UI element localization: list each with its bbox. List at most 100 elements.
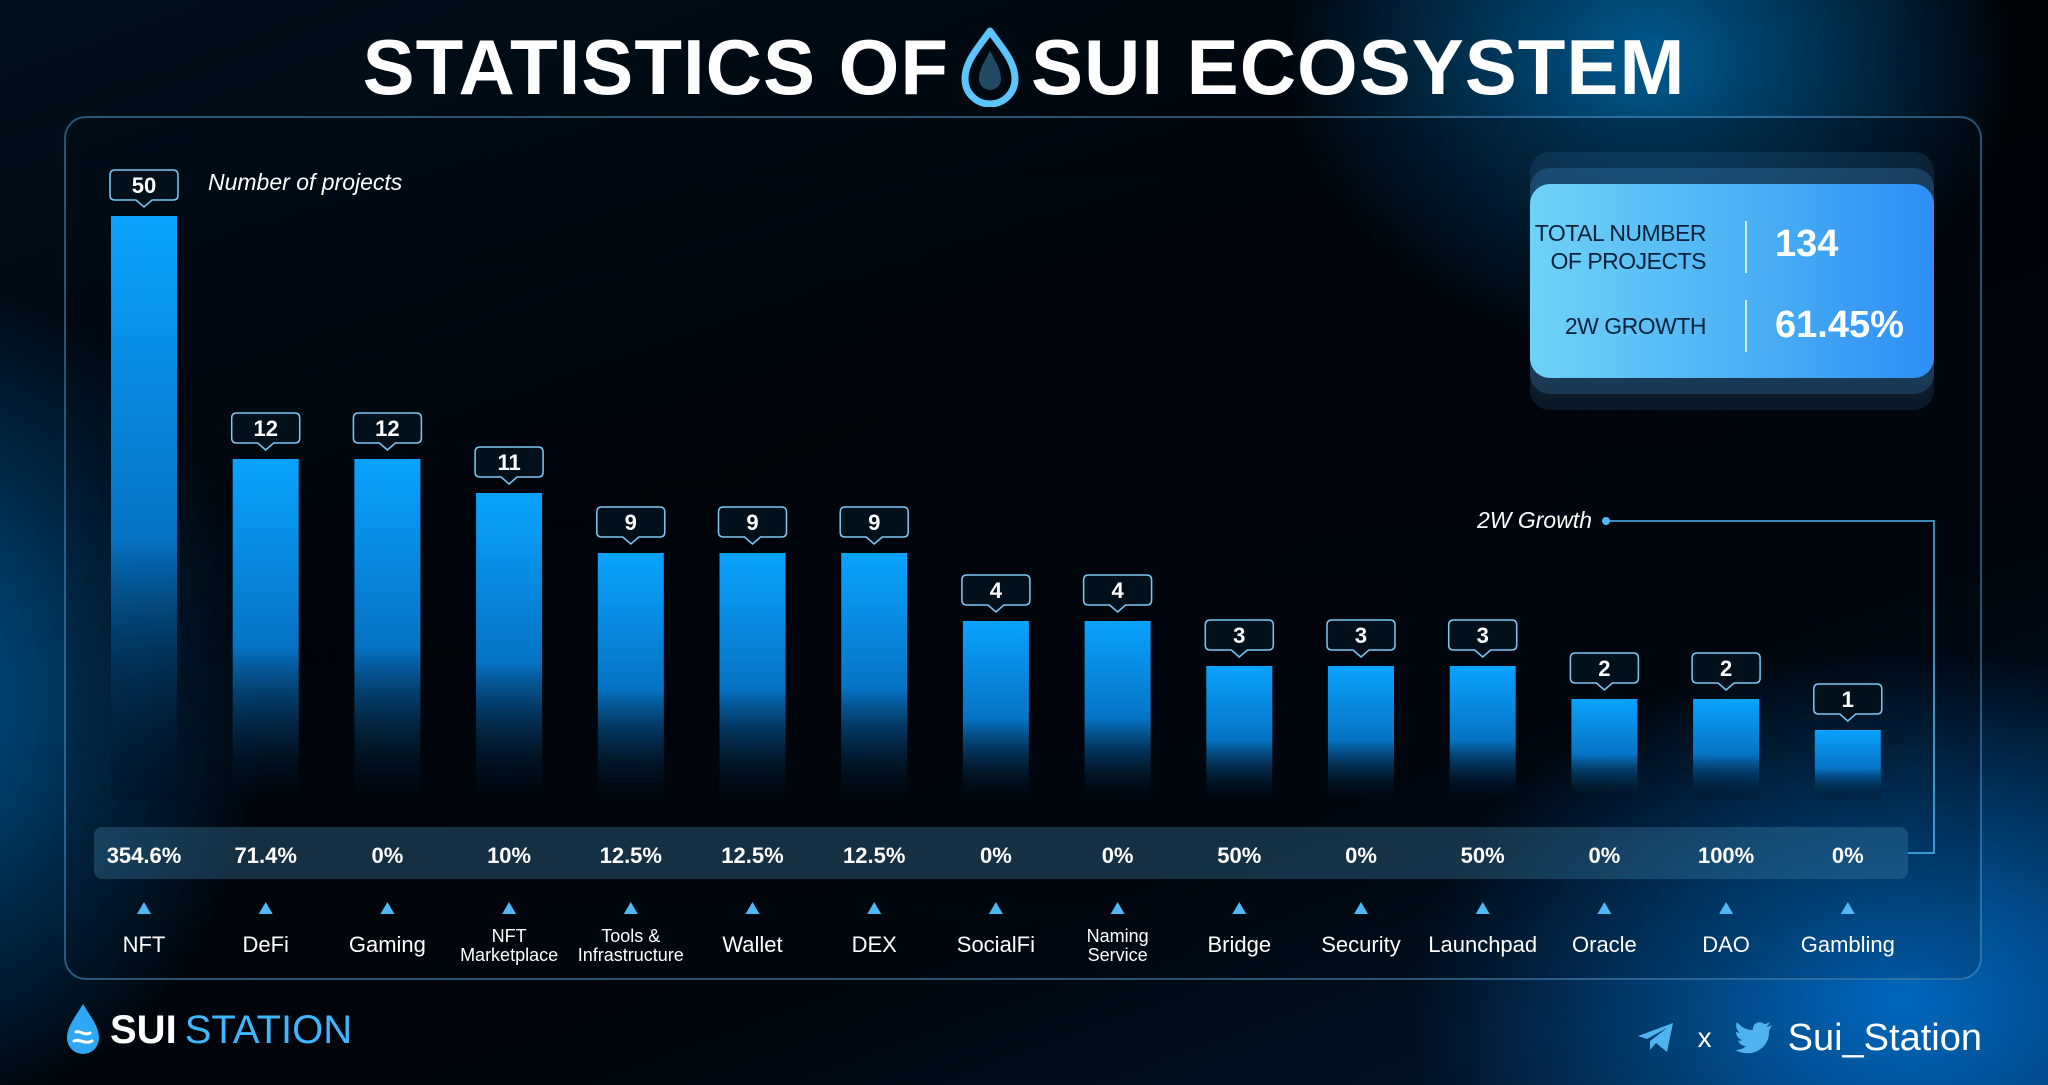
title-right: SUI ECOSYSTEM <box>1030 22 1686 111</box>
growth-up-icon <box>1232 902 1247 914</box>
value-label: 2 <box>1598 656 1610 681</box>
growth-callout-label: 2W Growth <box>1476 507 1592 533</box>
growth-value-label: 0% <box>1345 843 1377 868</box>
value-label: 3 <box>1233 623 1245 648</box>
social-handle: Sui_Station <box>1787 1016 1982 1059</box>
category-label: DAO <box>1702 932 1750 957</box>
growth-up-icon <box>258 902 273 914</box>
card-divider <box>1745 300 1747 352</box>
growth-value-label: 0% <box>372 843 404 868</box>
growth-up-icon <box>867 902 882 914</box>
growth-strip <box>94 827 1908 879</box>
sui-drop-icon <box>67 1004 99 1054</box>
bar <box>719 553 786 800</box>
bar <box>111 216 177 800</box>
twitter-icon <box>1734 1022 1772 1054</box>
value-label: 4 <box>1111 578 1124 603</box>
bar <box>232 459 299 800</box>
value-label-box <box>230 412 301 451</box>
growth-value-label: 50% <box>1461 843 1505 868</box>
bar <box>354 459 421 800</box>
total-label-line1: TOTAL NUMBER <box>1534 220 1707 246</box>
bar <box>841 553 908 800</box>
bar <box>476 493 543 800</box>
brand-bold: SUI <box>110 1007 177 1052</box>
value-label-box <box>961 574 1031 613</box>
value-label: 12 <box>253 416 277 441</box>
value-label-box <box>352 412 423 451</box>
value-label-box <box>717 506 788 545</box>
category-label: Oracle <box>1572 932 1637 957</box>
bar <box>1084 621 1151 800</box>
growth-callout-line <box>1610 520 1935 854</box>
value-label-box <box>1204 619 1275 658</box>
growth-up-icon <box>1840 902 1855 914</box>
value-label-box <box>1569 652 1640 691</box>
category-label: Marketplace <box>460 945 558 965</box>
total-projects-label: TOTAL NUMBER OF PROJECTS <box>1506 219 1707 275</box>
value-label-box <box>474 446 544 485</box>
bar <box>1206 666 1273 800</box>
value-label: 9 <box>868 510 880 535</box>
value-label: 2 <box>1720 656 1732 681</box>
value-label-box <box>839 506 909 545</box>
value-label-box <box>1082 574 1153 613</box>
value-label: 1 <box>1842 687 1854 712</box>
growth-up-icon <box>1110 902 1125 914</box>
value-label: 11 <box>497 450 520 475</box>
value-label: 50 <box>132 173 156 198</box>
bar <box>962 621 1029 800</box>
value-label-box <box>109 169 179 208</box>
category-label: Gaming <box>349 932 426 957</box>
social-separator: x <box>1697 1022 1712 1053</box>
category-label: DEX <box>852 932 898 957</box>
category-label: Bridge <box>1208 932 1272 957</box>
value-label-box <box>1813 683 1883 722</box>
growth-up-icon <box>137 902 151 914</box>
growth-value: 61.45% <box>1775 304 1904 346</box>
bar <box>597 553 664 800</box>
value-label-box <box>596 506 666 545</box>
category-label: NFT <box>492 926 527 946</box>
growth-value-label: 71.4% <box>235 843 297 868</box>
value-label: 4 <box>990 578 1003 603</box>
bar <box>1571 699 1638 800</box>
value-label-box <box>1447 619 1518 658</box>
growth-value-label: 0% <box>1102 843 1134 868</box>
value-label: 12 <box>375 416 399 441</box>
growth-up-icon <box>745 902 760 914</box>
telegram-icon <box>1637 1023 1673 1052</box>
growth-value-label: 354.6% <box>107 843 182 868</box>
growth-label: 2W GROWTH <box>1564 313 1707 339</box>
value-label: 9 <box>746 510 758 535</box>
growth-up-icon <box>623 902 638 914</box>
footer-social: x Sui_Station <box>1636 1008 1982 1068</box>
growth-callout-dot <box>1602 517 1610 525</box>
value-label: 3 <box>1477 623 1489 648</box>
footer-brand: SUI STATION <box>64 1000 352 1060</box>
growth-up-icon <box>1719 902 1734 914</box>
category-label: Tools & <box>601 926 660 946</box>
total-label-line2: OF PROJECTS <box>1550 248 1706 274</box>
growth-up-icon <box>502 902 517 914</box>
category-label: Service <box>1088 945 1148 965</box>
category-label: SocialFi <box>957 932 1035 957</box>
growth-value-label: 50% <box>1217 843 1261 868</box>
y-axis-label: Number of projects <box>208 169 403 195</box>
growth-value-label: 0% <box>980 843 1012 868</box>
category-label: NFT <box>123 932 166 957</box>
value-label: 9 <box>625 510 637 535</box>
growth-up-icon <box>1475 902 1490 914</box>
category-label: Infrastructure <box>578 945 684 965</box>
value-label-box <box>1326 619 1396 658</box>
category-label: Launchpad <box>1428 932 1537 957</box>
growth-value-label: 0% <box>1832 843 1864 868</box>
bar <box>1328 666 1394 800</box>
brand-rest: STATION <box>184 1007 353 1052</box>
growth-value-label: 100% <box>1698 843 1754 868</box>
category-label: Gambling <box>1801 932 1895 957</box>
bar <box>1693 699 1760 800</box>
growth-value-label: 0% <box>1589 843 1621 868</box>
category-label: DeFi <box>242 932 288 957</box>
